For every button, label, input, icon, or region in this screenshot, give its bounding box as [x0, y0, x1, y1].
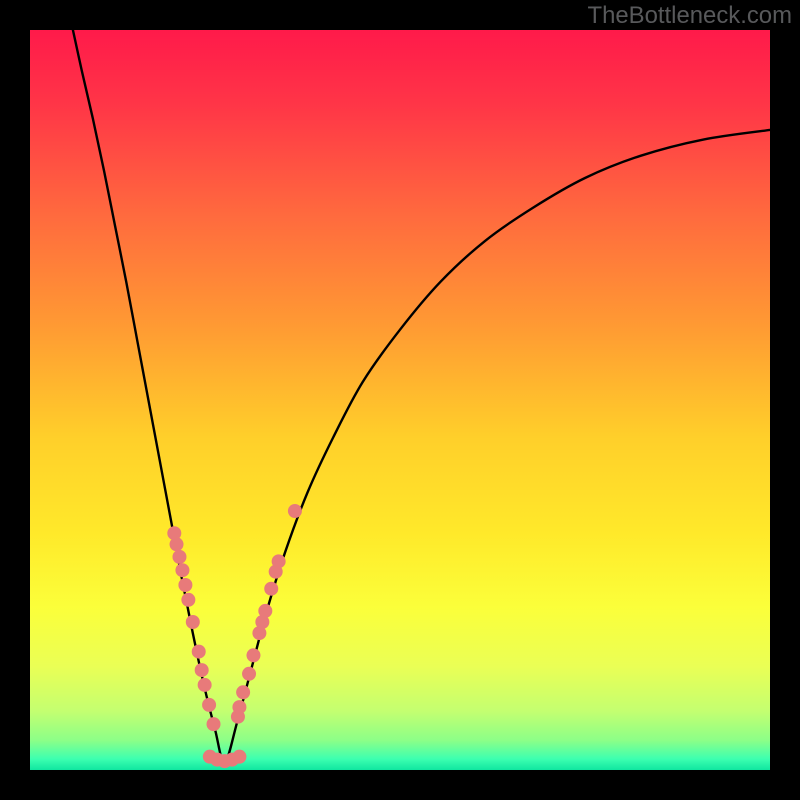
watermark-text: TheBottleneck.com [588, 2, 793, 30]
data-marker [272, 554, 286, 568]
data-marker [207, 717, 221, 731]
data-marker [232, 750, 246, 764]
curve-overlay [30, 30, 770, 770]
data-marker [192, 645, 206, 659]
data-marker [172, 550, 186, 564]
data-marker [258, 604, 272, 618]
chart-container: TheBottleneck.com [0, 0, 800, 800]
bottleneck-curve [73, 30, 770, 763]
data-marker [264, 582, 278, 596]
plot-area [30, 30, 770, 770]
data-marker [236, 685, 250, 699]
data-marker [186, 615, 200, 629]
data-marker [170, 537, 184, 551]
data-marker [198, 678, 212, 692]
data-marker [242, 667, 256, 681]
data-marker [195, 663, 209, 677]
data-marker [246, 648, 260, 662]
data-marker [288, 504, 302, 518]
data-marker [181, 593, 195, 607]
data-marker [232, 700, 246, 714]
data-marker [175, 563, 189, 577]
data-marker [202, 698, 216, 712]
data-marker [178, 578, 192, 592]
